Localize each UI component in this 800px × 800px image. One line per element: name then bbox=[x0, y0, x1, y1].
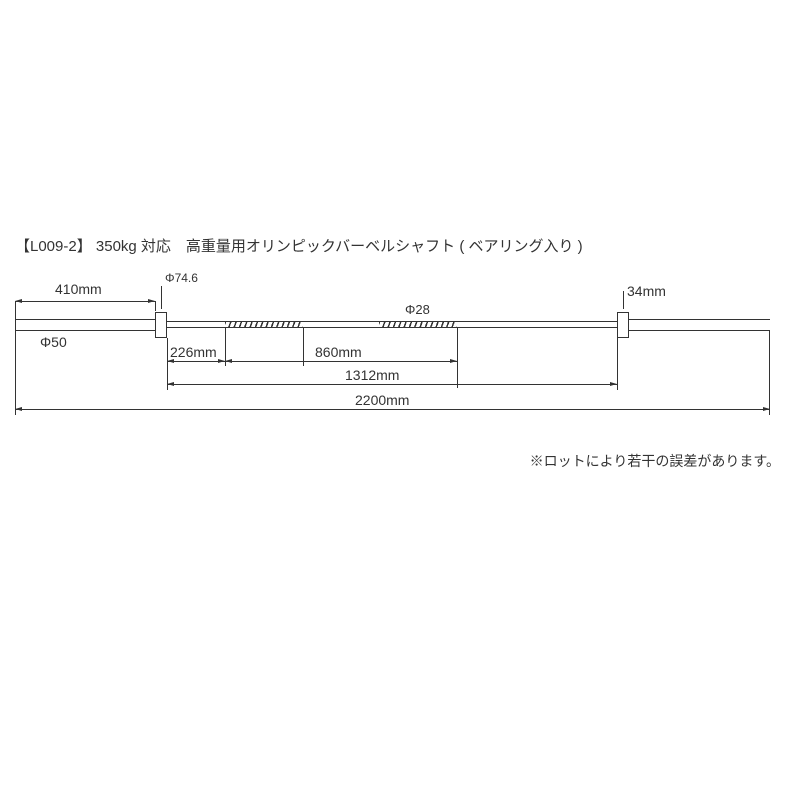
right-sleeve bbox=[629, 319, 770, 331]
right-collar bbox=[617, 312, 629, 338]
vline-34 bbox=[623, 291, 624, 309]
vline-total-left bbox=[15, 331, 16, 415]
dim-line-1312 bbox=[167, 384, 617, 385]
title-spec: 350kg 対応 高重量用オリンピックバーベルシャフト ( ベアリング入り ) bbox=[96, 238, 583, 255]
vline-860-right bbox=[457, 328, 458, 388]
knurl-left bbox=[225, 321, 303, 328]
dim-line-226 bbox=[167, 361, 225, 362]
model-id: 【L009-2】 bbox=[15, 238, 92, 255]
vline-collar-dia bbox=[161, 286, 162, 309]
label-sleeve-dia: Φ50 bbox=[40, 334, 67, 350]
knurl-right bbox=[379, 321, 457, 328]
label-collar-to-collar: 1312mm bbox=[345, 367, 399, 383]
dim-line-2200 bbox=[15, 409, 770, 410]
vline-total-right bbox=[769, 331, 770, 415]
label-collar-dia: Φ74.6 bbox=[165, 271, 198, 285]
label-collar-thick: 34mm bbox=[627, 283, 666, 299]
dim-line-410 bbox=[15, 301, 155, 302]
dim-line-860 bbox=[225, 361, 457, 362]
label-total-len: 2200mm bbox=[355, 392, 409, 408]
label-grip-inner: 860mm bbox=[315, 344, 362, 360]
label-bar-dia: Φ28 bbox=[405, 302, 430, 317]
footnote: ※ロットにより若干の誤差があります。 bbox=[530, 451, 780, 471]
barbell-diagram: 410mm Φ74.6 34mm Φ28 Φ50 226mm bbox=[15, 276, 785, 436]
label-knurl-width: 226mm bbox=[170, 344, 217, 360]
title: 【L009-2】 350kg 対応 高重量用オリンピックバーベルシャフト ( ベ… bbox=[15, 235, 785, 256]
label-sleeve-len: 410mm bbox=[55, 281, 102, 297]
left-collar bbox=[155, 312, 167, 338]
left-sleeve bbox=[15, 319, 155, 331]
vline-collar1-up bbox=[155, 301, 156, 311]
vline-1312-right bbox=[617, 338, 618, 390]
